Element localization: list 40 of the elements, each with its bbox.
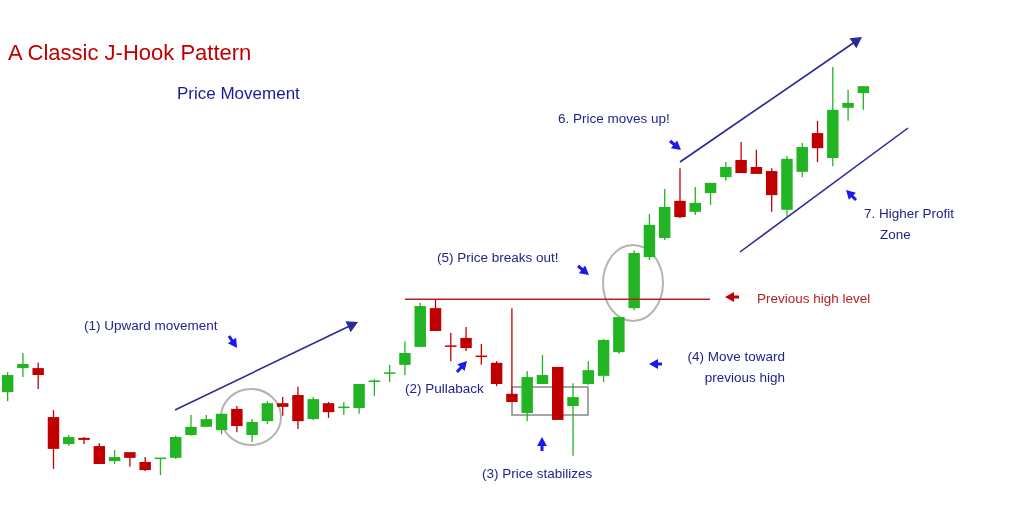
candlestick: [185, 414, 197, 437]
candlestick: [307, 396, 319, 421]
ref-line-label: Previous high level: [757, 290, 871, 306]
candlestick: [17, 352, 29, 378]
candlestick: [506, 307, 518, 403]
candlestick: [460, 326, 472, 352]
candlestick: [689, 186, 701, 216]
candlestick: [445, 332, 457, 362]
candlestick: [735, 141, 747, 174]
candlestick: [124, 451, 136, 468]
annotation: (2) Pullaback: [405, 380, 484, 398]
candlestick: [750, 149, 763, 175]
text: Price Movement: [177, 84, 300, 104]
candlestick: [536, 354, 549, 385]
candlestick: [93, 442, 106, 465]
annotation: (5) Price breaks out!: [437, 249, 559, 267]
candlestick: [674, 167, 686, 219]
candlestick: [490, 360, 503, 387]
candlestick: [429, 299, 442, 332]
candlestick: [246, 418, 258, 443]
candlestick: [811, 120, 824, 163]
annotation: (3) Price stabilizes: [482, 465, 593, 483]
candlestick: [857, 85, 870, 111]
candlestick: [170, 435, 182, 460]
candlestick: [842, 89, 854, 122]
annotation: (4) Move toward previous high: [686, 348, 785, 387]
chart-title: A Classic J-Hook Pattern: [8, 40, 252, 66]
annotation: (1) Upward movement: [84, 317, 218, 335]
candlestick: [261, 400, 274, 425]
candlestick: [399, 340, 411, 376]
candlestick: [231, 405, 243, 433]
annotation: 6. Price moves up!: [558, 110, 670, 128]
candlestick: [582, 360, 595, 386]
candlestick: [32, 362, 44, 390]
candlestick: [720, 161, 732, 182]
candlestick: [1, 371, 14, 402]
annotation: 7. Higher Profit Zone: [864, 205, 956, 244]
candlestick: [78, 436, 90, 445]
candlestick: [567, 382, 579, 457]
candlestick: [276, 396, 289, 417]
